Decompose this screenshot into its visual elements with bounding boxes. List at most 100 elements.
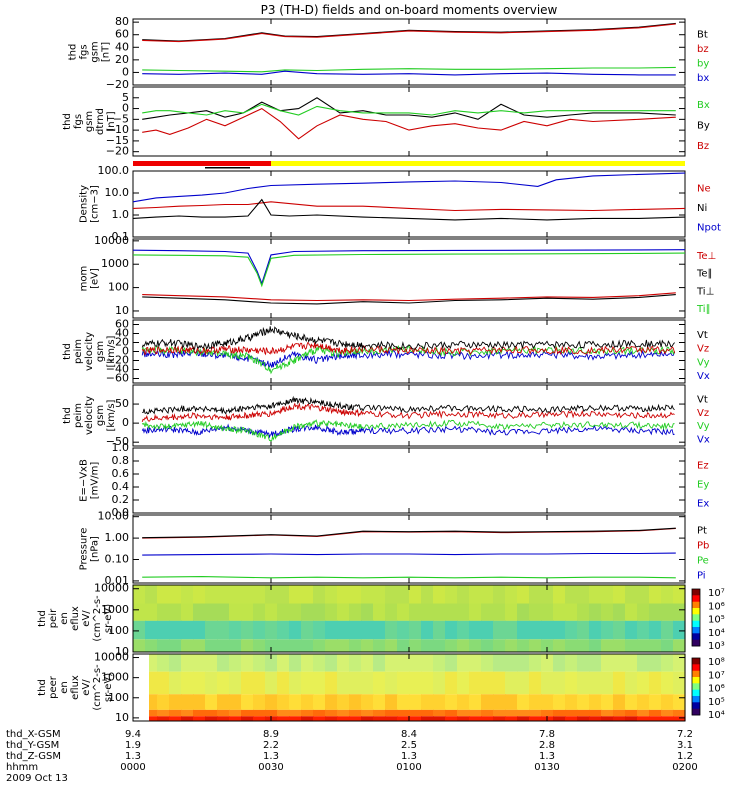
legend-entry: Vz: [697, 344, 709, 355]
heatmap-cell: [601, 603, 614, 621]
heatmap-cell: [661, 716, 674, 721]
x-row-label: thd_X-GSM: [6, 729, 61, 740]
heatmap-cell: [217, 603, 230, 621]
heatmap-cell: [577, 620, 590, 640]
heatmap-cell: [313, 694, 326, 710]
heatmap-cell: [409, 716, 422, 721]
heatmap-cell: [265, 671, 278, 695]
heatmap-cell: [505, 603, 518, 621]
heatmap-cell: [229, 639, 242, 652]
data-gap: [133, 654, 149, 721]
heatmap-cell: [205, 694, 218, 710]
heatmap-cell: [289, 639, 302, 652]
y-tick-label: 10000: [94, 234, 129, 247]
x-tick-label: 0000: [120, 762, 145, 773]
heatmap-cell: [457, 585, 470, 604]
heatmap-cell: [433, 603, 446, 621]
y-tick-label: 10: [115, 645, 129, 658]
colorbar-label: 10⁵: [708, 697, 725, 708]
heatmap-cell: [385, 709, 398, 717]
y-axis-label: peim: [73, 339, 84, 364]
heatmap-cell: [301, 639, 314, 652]
heatmap-cell: [469, 694, 482, 710]
heatmap-cell: [433, 620, 446, 640]
heatmap-cell: [505, 709, 518, 717]
heatmap-cell: [541, 694, 554, 710]
heatmap-cell: [529, 671, 542, 695]
y-axis-label: sr-eV): [103, 673, 114, 702]
heatmap-cell: [253, 694, 266, 710]
y-axis-label: velocity: [84, 396, 95, 435]
heatmap-cell: [277, 639, 290, 652]
heatmap-cell: [421, 585, 434, 604]
heatmap-cell: [613, 620, 626, 640]
heatmap-cell: [637, 603, 650, 621]
heatmap-cell: [481, 603, 494, 621]
y-tick-label: 0.10: [105, 553, 130, 566]
heatmap-cell: [361, 639, 374, 652]
heatmap-cell: [337, 709, 350, 717]
heatmap-cell: [253, 671, 266, 695]
heatmap-cell: [481, 585, 494, 604]
mode-bar-segment: [133, 161, 271, 166]
heatmap-cell: [409, 694, 422, 710]
heatmap-cell: [313, 639, 326, 652]
legend-entry: Te∥: [696, 269, 713, 280]
heatmap-cell: [397, 694, 410, 710]
heatmap-cell: [445, 620, 458, 640]
colorbar-segment: [692, 639, 700, 647]
heatmap-cell: [349, 620, 362, 640]
y-tick-label: 0.1: [112, 230, 130, 243]
y-tick-label: 80: [115, 15, 129, 28]
colorbar-label: 10⁴: [708, 710, 725, 721]
y-axis-label: [mV/m]: [90, 462, 101, 500]
heatmap-cell: [457, 716, 470, 721]
heatmap-cell: [409, 709, 422, 717]
heatmap-cell: [241, 620, 254, 640]
heatmap-cell: [625, 603, 638, 621]
heatmap-cell: [613, 671, 626, 695]
heatmap-cell: [457, 654, 470, 672]
heatmap-cell: [217, 620, 230, 640]
heatmap-cell: [493, 603, 506, 621]
heatmap-cell: [649, 694, 662, 710]
heatmap-cell: [505, 671, 518, 695]
heatmap-cell: [661, 709, 674, 717]
heatmap-cell: [133, 603, 146, 621]
heatmap-cell: [145, 585, 158, 604]
y-axis-label: thd: [62, 343, 73, 360]
series-line: [132, 252, 686, 288]
heatmap-cell: [181, 639, 194, 652]
x-tick-label: 7.8: [539, 729, 555, 740]
y-tick-label: −40: [106, 363, 129, 376]
heatmap-cell: [589, 639, 602, 652]
heatmap-cell: [625, 620, 638, 640]
heatmap-cell: [601, 694, 614, 710]
x-tick-label: 0100: [396, 762, 421, 773]
series-line: [142, 97, 676, 120]
heatmap-cell: [277, 716, 290, 721]
heatmap-cell: [517, 716, 530, 721]
colorbar-segment: [692, 601, 700, 609]
heatmap-cell: [349, 671, 362, 695]
heatmap-cell: [385, 603, 398, 621]
legend-entry: Ey: [697, 480, 709, 491]
y-tick-label: 0: [122, 345, 129, 358]
heatmap-cell: [169, 671, 182, 695]
heatmap-cell: [481, 639, 494, 652]
heatmap-cell: [301, 620, 314, 640]
heatmap-cell: [541, 709, 554, 717]
legend-entry: Vx: [697, 371, 710, 382]
y-axis-label: peim: [73, 403, 84, 428]
y-axis-label: gsm: [95, 405, 106, 426]
heatmap-cell: [229, 716, 242, 721]
heatmap-cell: [169, 654, 182, 672]
heatmap-cell: [337, 603, 350, 621]
colorbar-segment: [692, 689, 700, 697]
y-tick-label: 1.00: [105, 531, 130, 544]
heatmap-cell: [337, 639, 350, 652]
heatmap-cell: [673, 639, 686, 652]
heatmap-cell: [361, 671, 374, 695]
heatmap-cell: [493, 694, 506, 710]
heatmap-cell: [205, 671, 218, 695]
